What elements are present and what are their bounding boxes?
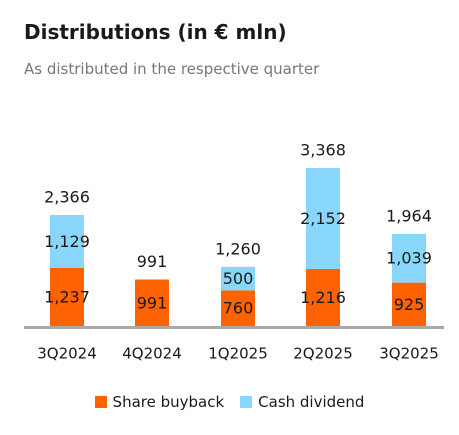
total-label-3Q2024: 2,366	[44, 188, 90, 207]
chart-title: Distributions (in € mln)	[24, 20, 287, 44]
data-label-cash-dividend-3Q2024: 1,129	[44, 232, 90, 251]
chart-subtitle: As distributed in the respective quarter	[24, 60, 320, 78]
legend-item-share-buyback: Share buyback	[94, 393, 225, 411]
bar-cash-dividend-1Q2025	[221, 266, 255, 291]
legend-swatch-share-buyback	[94, 396, 107, 408]
bar-cash-dividend-2Q2025	[306, 168, 340, 269]
x-tick-label-1Q2025: 1Q2025	[208, 345, 268, 363]
bar-share-buyback-2Q2025	[306, 268, 340, 326]
legend-label-share-buyback: Share buyback	[112, 393, 225, 411]
total-label-4Q2024: 991	[137, 252, 168, 271]
bar-share-buyback-3Q2024	[50, 267, 84, 326]
total-label-1Q2025: 1,260	[215, 239, 261, 258]
x-tick-label-4Q2024: 4Q2024	[122, 345, 182, 363]
bar-share-buyback-3Q2025	[392, 282, 426, 326]
bar-cash-dividend-3Q2024	[50, 215, 84, 268]
total-label-2Q2025: 3,368	[300, 141, 346, 160]
data-label-share-buyback-3Q2025: 925	[394, 295, 425, 314]
chart-legend: Share buyback Cash dividend	[0, 393, 459, 411]
total-label-3Q2025: 1,964	[386, 206, 432, 225]
bar-share-buyback-4Q2024	[135, 279, 169, 326]
x-tick-label-3Q2025: 3Q2025	[379, 345, 439, 363]
data-label-share-buyback-4Q2024: 991	[137, 293, 168, 312]
data-label-share-buyback-3Q2024: 1,237	[44, 287, 90, 306]
data-label-cash-dividend-1Q2025: 500	[223, 269, 254, 288]
data-label-cash-dividend-2Q2025: 2,152	[300, 209, 346, 228]
bar-share-buyback-1Q2025	[221, 290, 255, 326]
x-axis-baseline	[24, 326, 444, 329]
data-label-share-buyback-1Q2025: 760	[223, 299, 254, 318]
x-tick-label-2Q2025: 2Q2025	[293, 345, 353, 363]
x-tick-label-3Q2024: 3Q2024	[37, 345, 97, 363]
legend-item-cash-dividend: Cash dividend	[240, 393, 364, 411]
bar-cash-dividend-3Q2025	[392, 233, 426, 283]
legend-swatch-cash-dividend	[240, 396, 253, 408]
legend-label-cash-dividend: Cash dividend	[258, 393, 365, 411]
data-label-cash-dividend-3Q2025: 1,039	[386, 249, 432, 268]
data-label-share-buyback-2Q2025: 1,216	[300, 288, 346, 307]
